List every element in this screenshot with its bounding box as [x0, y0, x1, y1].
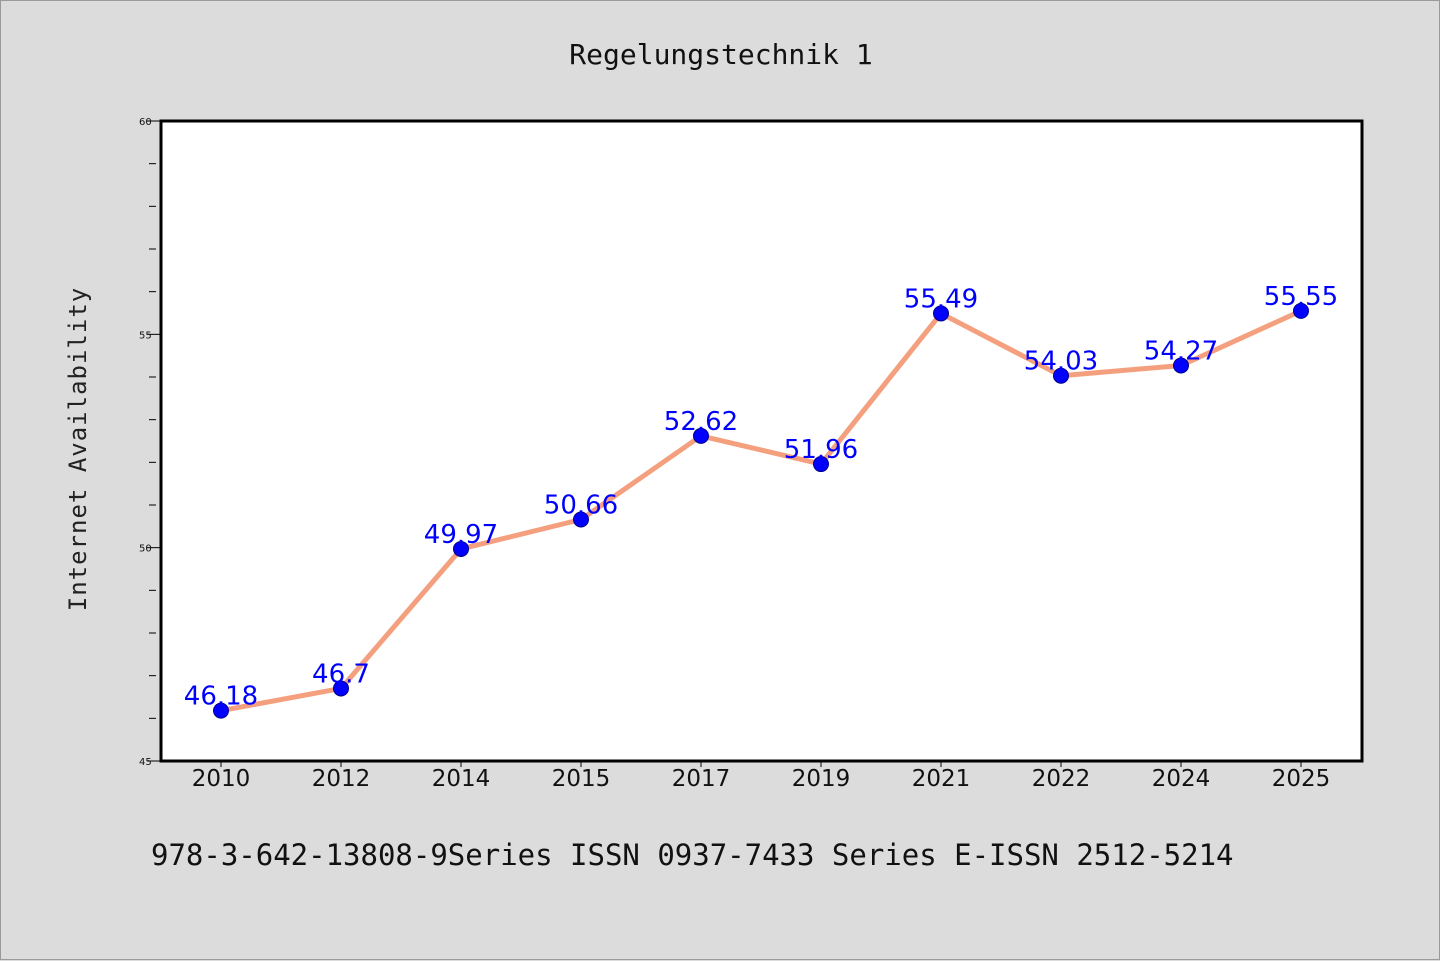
data-point	[1293, 302, 1309, 319]
x-tick-label: 2014	[432, 766, 491, 792]
series-markers	[213, 302, 1309, 719]
data-label: 51.96	[784, 435, 858, 465]
data-label: 49.97	[424, 520, 498, 550]
data-label: 46.7	[312, 659, 370, 689]
data-point	[1173, 357, 1189, 374]
y-tick-label: 60	[139, 117, 152, 128]
x-tick-label: 2015	[552, 766, 611, 792]
data-point	[933, 305, 949, 322]
x-tick-label: 2025	[1272, 766, 1331, 792]
x-tick-label: 2021	[912, 766, 971, 792]
data-point	[453, 540, 469, 557]
x-tick-label: 2017	[672, 766, 731, 792]
data-point	[213, 702, 229, 719]
data-label: 46.18	[184, 682, 258, 712]
data-label: 55.49	[904, 284, 978, 314]
y-axis-label: Internet Availability	[64, 287, 92, 611]
x-tick-label: 2010	[192, 766, 251, 792]
plot-area	[159, 119, 1364, 763]
y-tick-label: 50	[139, 544, 152, 555]
x-tick-label: 2012	[312, 766, 371, 792]
data-point	[693, 427, 709, 444]
x-axis-ticks: 2010 2012 2014 2015 2017 2019 2021 2022 2024 2025	[192, 761, 1331, 792]
y-tick-label: 55	[139, 330, 152, 341]
data-point	[1053, 367, 1069, 384]
data-label: 54.27	[1144, 336, 1218, 366]
data-label: 52.62	[664, 407, 738, 437]
data-label: 55.55	[1264, 282, 1338, 312]
chart-title: Regelungstechnik 1	[569, 38, 872, 71]
data-label: 50.66	[544, 491, 618, 521]
y-minor-ticks	[149, 163, 156, 719]
y-axis-ticks: 45 50 55 60	[139, 117, 161, 768]
x-tick-label: 2019	[792, 766, 851, 792]
footer-isbn-text: 978-3-642-13808-9Series ISSN 0937-7433 S…	[151, 838, 1234, 872]
data-labels: 46.18 46.7 49.97 50.66 52.62 51.96 55.49 54.03 5…	[184, 282, 1338, 712]
x-tick-label: 2022	[1032, 766, 1091, 792]
data-point	[573, 511, 589, 528]
data-point	[333, 680, 349, 697]
x-tick-label: 2024	[1152, 766, 1211, 792]
data-label: 54.03	[1024, 347, 1098, 377]
data-point	[813, 456, 829, 473]
series-line	[218, 308, 1304, 714]
y-tick-label: 45	[139, 757, 152, 768]
